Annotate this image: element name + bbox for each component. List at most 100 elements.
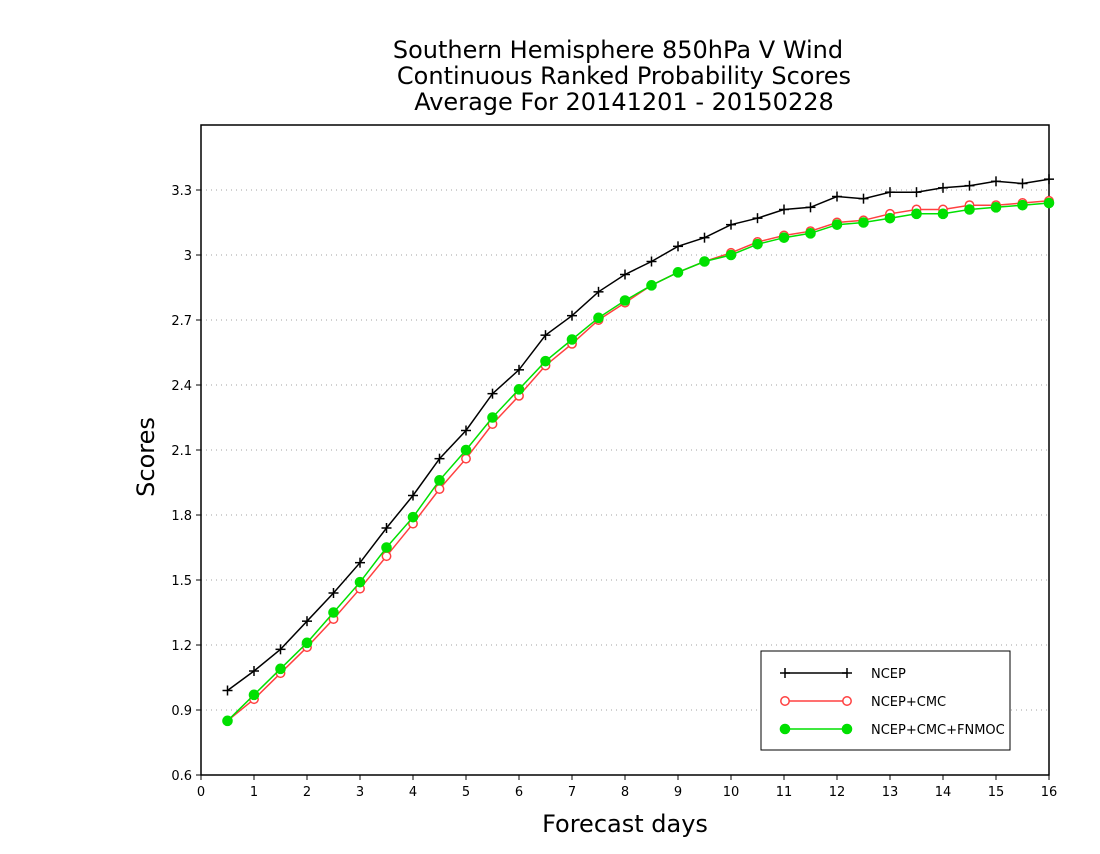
data-point-plus [1044, 174, 1054, 185]
y-tick-label: 3.3 [171, 184, 192, 199]
gridlines [201, 189, 1049, 711]
x-tick-label: 3 [356, 785, 364, 800]
x-tick-label: 16 [1041, 785, 1058, 800]
data-point-plus [249, 666, 259, 676]
x-tick-label: 15 [988, 785, 1005, 800]
x-tick-label: 0 [197, 785, 205, 800]
data-point-filled-circle [831, 219, 843, 230]
series-ncep-cmc [222, 195, 1054, 726]
data-point-filled-circle [964, 204, 975, 215]
data-point-open-circle [461, 453, 471, 464]
x-tick-label: 10 [723, 785, 740, 800]
data-point-filled-circle [911, 208, 922, 220]
data-point-filled-circle [937, 208, 949, 220]
x-tick-label: 9 [674, 785, 682, 800]
chart-title-line-1: Southern Hemisphere 850hPa V Wind [393, 36, 843, 64]
series-line [226, 202, 1050, 722]
data-point-plus [991, 176, 1001, 187]
data-point-filled-circle [460, 444, 472, 456]
data-point-filled-circle [1017, 199, 1028, 211]
data-point-filled-circle [779, 723, 791, 735]
data-point-plus [540, 330, 551, 341]
legend-label: NCEP [871, 667, 906, 682]
data-point-filled-circle [566, 334, 578, 345]
y-tick-label: 1.2 [171, 639, 192, 654]
data-point-filled-circle [752, 238, 763, 250]
data-point-open-circle [842, 696, 852, 706]
chart-title: Southern Hemisphere 850hPa V Wind Contin… [393, 36, 851, 116]
data-point-plus [275, 644, 286, 655]
data-point-plus [780, 668, 790, 678]
data-point-filled-circle [540, 355, 551, 367]
data-point-plus [726, 219, 736, 230]
data-point-filled-circle [646, 280, 657, 291]
data-point-plus [222, 685, 233, 696]
data-point-filled-circle [1043, 197, 1055, 209]
data-point-filled-circle [619, 295, 631, 306]
data-point-filled-circle [248, 689, 260, 701]
legend-label: NCEP+CMC+FNMOC [871, 723, 1005, 738]
data-point-plus [885, 187, 895, 198]
y-tick-label: 2.4 [171, 379, 192, 394]
data-point-plus [911, 187, 922, 198]
x-axis-label: Forecast days [542, 810, 708, 838]
data-point-filled-circle [593, 312, 604, 324]
x-tick-label: 5 [462, 785, 470, 800]
data-point-plus [567, 310, 577, 321]
data-point-filled-circle [805, 228, 816, 239]
x-tick-label: 6 [515, 785, 523, 800]
y-tick-label: 0.9 [171, 704, 192, 719]
data-point-plus [487, 388, 498, 399]
data-point-plus [779, 204, 789, 215]
data-point-plus [752, 213, 763, 224]
legend-item: NCEP [780, 667, 906, 682]
data-point-open-circle [434, 484, 445, 494]
data-point-plus [858, 193, 869, 204]
y-tick-label: 2.1 [171, 444, 192, 459]
series-line [227, 178, 1050, 692]
data-point-plus [1017, 178, 1028, 189]
data-point-plus [514, 364, 524, 375]
axes: 0.60.91.21.51.82.12.42.733.30 1 2 3 4 5 6 7 8 9 10… [171, 124, 1058, 800]
data-point-plus [805, 202, 816, 213]
legend: NCEP NCEP+CMC NCEP+CMC+FNMOC [760, 650, 1011, 751]
x-tick-label: 11 [776, 785, 793, 800]
x-tick-label: 8 [621, 785, 629, 800]
data-point-plus [964, 180, 975, 191]
y-tick-label: 0.6 [171, 769, 192, 784]
data-point-plus [593, 286, 604, 297]
y-tick-label: 1.5 [171, 574, 192, 589]
chart-title-line-2: Continuous Ranked Probability Scores [397, 62, 851, 90]
y-tick-label: 3 [184, 249, 192, 264]
data-point-filled-circle [841, 723, 853, 735]
data-point-plus [328, 588, 339, 598]
data-point-open-circle [381, 551, 392, 562]
data-point-filled-circle [354, 576, 366, 588]
y-tick-label: 1.8 [171, 509, 192, 524]
y-axis-label: Scores [132, 417, 160, 497]
data-point-plus [646, 256, 657, 267]
legend-item: NCEP+CMC [780, 695, 946, 710]
data-point-plus [832, 191, 842, 202]
legend-item: NCEP+CMC+FNMOC [779, 723, 1005, 738]
x-tick-label: 12 [829, 785, 846, 800]
data-point-plus [408, 490, 418, 501]
data-point-filled-circle [328, 607, 339, 618]
data-point-filled-circle [513, 384, 525, 395]
data-point-filled-circle [990, 202, 1002, 213]
x-tick-label: 14 [935, 785, 952, 800]
data-point-filled-circle [275, 663, 286, 675]
data-point-filled-circle [672, 267, 684, 278]
data-point-plus [620, 269, 630, 280]
data-point-filled-circle [858, 217, 869, 228]
data-point-filled-circle [407, 511, 419, 523]
data-series [222, 174, 1055, 727]
series-ncep [222, 174, 1054, 696]
data-point-plus [673, 241, 683, 252]
y-tick-label: 2.7 [171, 314, 192, 329]
x-tick-label: 1 [250, 785, 258, 800]
data-point-plus [355, 557, 365, 568]
data-point-filled-circle [778, 232, 790, 243]
chart-title-line-3: Average For 20141201 - 20150228 [414, 88, 834, 116]
